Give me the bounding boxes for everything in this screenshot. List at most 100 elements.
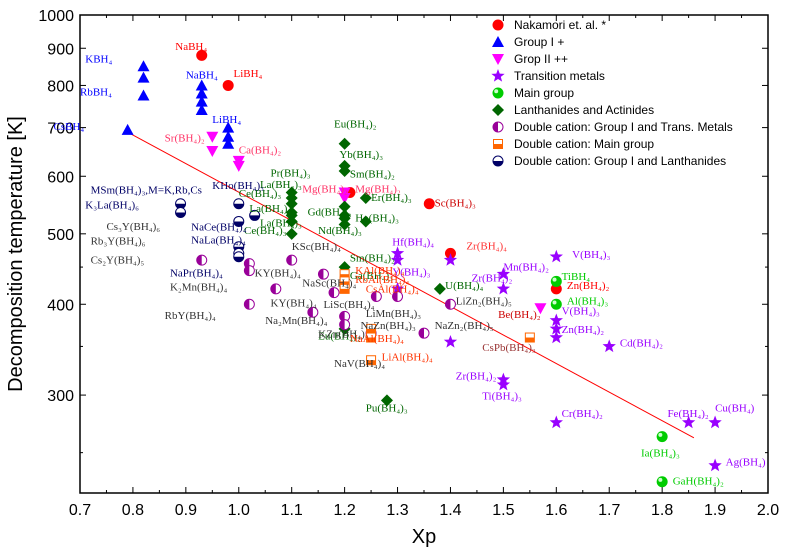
marker-shape xyxy=(285,209,298,222)
data-point xyxy=(137,60,150,72)
point-label: NaCe(BH₄)₄ xyxy=(191,222,246,234)
data-point xyxy=(339,283,350,294)
marker-fill xyxy=(244,265,250,276)
data-point xyxy=(233,215,245,227)
point-label: Fe(BH₄)₂ xyxy=(667,408,708,420)
marker-shape xyxy=(196,49,208,61)
data-point xyxy=(137,71,150,83)
point-label: NaBH₄ xyxy=(175,41,207,53)
data-point xyxy=(602,339,616,353)
marker-shape xyxy=(137,89,150,101)
data-point xyxy=(206,145,219,157)
marker-shape xyxy=(496,377,511,391)
point-label: RbY(BH₄)₄ xyxy=(165,310,216,322)
data-point xyxy=(359,215,372,228)
data-point xyxy=(496,377,511,391)
marker-shape xyxy=(549,321,563,335)
point-label: NaZn₂(BH₄)₅ xyxy=(435,320,494,332)
data-point xyxy=(656,431,668,443)
point-label: CsAl(BH₄)₄ xyxy=(366,284,419,296)
data-point xyxy=(328,287,340,299)
point-label: Zn(BH₄)₂ xyxy=(567,280,610,292)
marker-shape xyxy=(390,246,405,260)
point-label: Er(BH₄)₃ xyxy=(371,192,412,204)
point-label: Ti(BH₄)₃ xyxy=(482,390,522,402)
data-point xyxy=(550,275,562,287)
data-point xyxy=(307,306,319,318)
marker-shape xyxy=(338,218,351,231)
point-label: V(BH₄)₃ xyxy=(572,249,610,261)
marker-fill xyxy=(366,360,376,365)
point-label: Pr(BH₄)₃ xyxy=(271,167,311,179)
marker-fill xyxy=(525,337,535,343)
marker-shape xyxy=(206,131,219,143)
y-tick-label: 500 xyxy=(47,227,74,244)
data-point xyxy=(270,283,282,295)
data-point xyxy=(549,249,563,263)
point-label: NaPr(BH₄)₄ xyxy=(170,267,223,279)
marker-shape xyxy=(359,215,372,228)
data-point xyxy=(443,334,458,348)
data-point xyxy=(243,265,255,277)
legend-entry: Lanthanides and Actinides xyxy=(514,103,654,117)
y-tick-label: 700 xyxy=(47,121,74,138)
data-point xyxy=(656,476,668,488)
x-tick-label: 1.5 xyxy=(492,502,514,519)
data-point xyxy=(550,298,562,310)
point-label: Cd(BH₄)₂ xyxy=(620,337,663,349)
point-label: NaLa(BH₄)₄ xyxy=(191,234,246,246)
marker-fill xyxy=(329,287,335,298)
point-label: Eu(BH₄)₂ xyxy=(334,119,377,131)
marker-fill xyxy=(233,203,244,209)
y-tick-label: 300 xyxy=(47,388,74,405)
marker-fill xyxy=(493,161,503,166)
data-point xyxy=(534,303,547,315)
marker-shape xyxy=(656,431,668,443)
legend-entry: Nakamori et. al. * xyxy=(514,18,606,32)
marker-fill xyxy=(318,269,324,280)
data-points xyxy=(121,49,722,488)
point-label: NaAl(BH₄)₄ xyxy=(350,333,404,345)
marker-shape xyxy=(496,267,511,280)
point-label: U(BH₄)₄ xyxy=(445,280,483,292)
point-label: Mg(BH₄)₂ xyxy=(302,183,348,195)
x-tick-label: 1.7 xyxy=(598,502,620,519)
marker-fill xyxy=(340,281,350,286)
point-label: NaBH₄ xyxy=(186,69,218,81)
data-point xyxy=(370,290,382,302)
point-label: LiMn(BH₄)₃ xyxy=(366,308,421,320)
point-label: Pu(BH₄)₃ xyxy=(366,402,408,414)
point-label: TiBH₄ xyxy=(562,271,591,283)
data-point xyxy=(222,121,235,133)
marker-fill xyxy=(392,291,398,302)
point-label: Ce(BH₄)₃ xyxy=(244,225,287,237)
data-point xyxy=(196,254,208,266)
x-tick-label: 2.0 xyxy=(757,502,779,519)
marker-shape xyxy=(550,275,562,287)
x-tick-label: 1.4 xyxy=(439,502,461,519)
marker-shape xyxy=(549,330,563,344)
point-label: Zr(BH₄)₄ xyxy=(466,240,507,252)
point-label: Sc(BH₄)₃ xyxy=(435,198,476,210)
marker-fill xyxy=(196,255,202,266)
point-label: Ga(BH₄)₃ xyxy=(350,270,393,282)
point-label: KHo(BH₄)₃ xyxy=(212,180,264,192)
point-label: RbBH₄ xyxy=(80,86,112,98)
point-label: NaZn(BH₄)₃ xyxy=(360,320,415,332)
marker-shape xyxy=(137,71,150,83)
point-label: Ag(BH₄) xyxy=(726,457,766,469)
marker-fill xyxy=(493,144,503,149)
marker-shape xyxy=(656,476,668,488)
data-point xyxy=(137,89,150,101)
data-point xyxy=(285,209,298,222)
data-point xyxy=(380,394,393,407)
point-label: Mn(BH₄)₂ xyxy=(503,262,549,274)
marker-shape xyxy=(443,334,458,348)
marker-fill xyxy=(366,337,376,343)
point-label: RbAl(BH₄)₄ xyxy=(355,274,409,286)
point-label: La(BH₄)₃ xyxy=(249,203,291,215)
data-point xyxy=(175,206,187,218)
point-label: Ia(BH₄)₃ xyxy=(641,447,680,459)
data-point xyxy=(206,131,219,143)
point-label: Cr(BH₄)₂ xyxy=(562,408,603,420)
